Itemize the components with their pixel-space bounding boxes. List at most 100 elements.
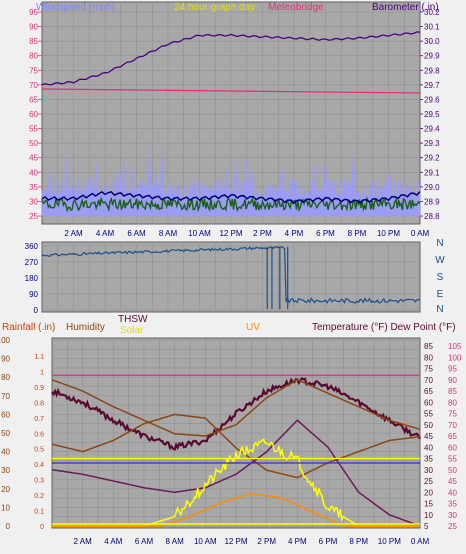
x-tick-label: 8 AM: [159, 229, 178, 238]
compass-tick: E: [437, 289, 444, 300]
degree-tick: 0: [34, 306, 39, 315]
temperature-tick: 65: [424, 387, 433, 396]
humidity-tick: 80: [1, 373, 10, 382]
rainfall-tick-labels: 0 0.1 0.2 0.3 0.4 0.5 0.6 0.7 0.8 0.9 1 1.1: [34, 354, 44, 531]
humidity-tick: 50: [1, 429, 10, 438]
x-tick-label: 10 AM: [188, 229, 211, 238]
dewpoint-tick: 60: [448, 443, 457, 452]
degree-tick: 270: [25, 258, 39, 267]
dewpoint-tick: 70: [448, 421, 457, 430]
temperature-label: Temperature (°F) Dew Point (°F): [312, 322, 456, 333]
thsw-line: [51, 419, 421, 527]
barometer-tick: 29.8: [424, 66, 440, 75]
x-tick-label: 4 AM: [96, 229, 115, 238]
dewpoint-tick: 75: [448, 410, 457, 419]
rainfall-tick: 0.3: [34, 478, 44, 485]
temperature-tick: 45: [424, 432, 433, 441]
windspeed-tick: 80: [29, 52, 38, 61]
wind-direction-grid: [42, 242, 420, 312]
temperature-tick: 80: [424, 353, 433, 362]
graph-title: 24 hour graph day: [174, 2, 255, 13]
rainfall-tick: 0.4: [34, 462, 44, 469]
humidity-tick: 30: [1, 466, 10, 475]
x-tick-label: 2 AM: [74, 537, 93, 546]
temperature-tick: 15: [424, 500, 433, 509]
humidity-tick: 90: [1, 355, 10, 364]
rainfall-tick: 0: [40, 524, 44, 531]
wind-direction-line: [41, 246, 421, 305]
temperature-tick: 50: [424, 421, 433, 430]
windspeed-tick: 30: [29, 197, 38, 206]
barometer-tick: 28.9: [424, 197, 440, 206]
barometer-tick: 30.0: [424, 37, 440, 46]
rainfall-tick: 0.6: [34, 431, 44, 438]
dewpoint-tick: 90: [448, 376, 457, 385]
barometer-tick: 28.8: [424, 212, 440, 221]
uv-label: UV: [246, 322, 260, 333]
rainfall-tick: 0.7: [34, 416, 44, 423]
barometer-tick: 29.7: [424, 81, 440, 90]
dewpoint-tick: 40: [448, 488, 457, 497]
humidity-tick: 40: [1, 448, 10, 457]
dewpoint-tick: 55: [448, 455, 457, 464]
rainfall-tick: 0.8: [34, 400, 44, 407]
rainfall-tick: 0.9: [34, 385, 44, 392]
temperature-tick: 10: [424, 511, 433, 520]
dew-point-line: [51, 378, 421, 437]
x-tick-label: 10 AM: [194, 537, 217, 546]
humidity-tick: 10: [1, 503, 10, 512]
temperature-tick: 25: [424, 477, 433, 486]
humidity-tick: 0: [6, 522, 11, 531]
humidity-label: Humidity: [66, 322, 105, 333]
temperature-tick: 40: [424, 443, 433, 452]
windspeed-tick: 90: [29, 23, 38, 32]
x-tick-label: 10 PM: [377, 229, 400, 238]
solar-label: Solar: [120, 325, 144, 336]
humidity-line: [51, 413, 421, 479]
dewpoint-tick: 45: [448, 477, 457, 486]
windspeed-tick: 75: [29, 66, 38, 75]
pink-reference-line: [41, 88, 421, 94]
rainfall-tick: 0.2: [34, 493, 44, 500]
dewpoint-tick: 35: [448, 500, 457, 509]
x-tick-label: 4 PM: [288, 537, 307, 546]
x-tick-label: 6 AM: [127, 229, 146, 238]
humidity-tick: 20: [1, 485, 10, 494]
x-tick-label: 2 PM: [253, 229, 272, 238]
dewpoint-tick: 50: [448, 466, 457, 475]
x-tick-label: 12 PM: [219, 229, 242, 238]
barometer-tick: 30.1: [424, 23, 440, 32]
wind-average-line: [41, 191, 421, 205]
windspeed-tick: 65: [29, 95, 38, 104]
temperature-line: [51, 376, 421, 451]
wind-barometer-series: [41, 31, 421, 217]
wind-direction-series: [41, 246, 421, 310]
windspeed-tick: 60: [29, 110, 38, 119]
compass-tick: N: [436, 304, 443, 315]
compass-tick: W: [435, 255, 445, 266]
dewpoint-tick: 30: [448, 511, 457, 520]
rainfall-tick: 1: [40, 369, 44, 376]
barometer-tick: 29.3: [424, 139, 440, 148]
temperature-tick: 55: [424, 410, 433, 419]
temperature-tick: 30: [424, 466, 433, 475]
barometer-tick: 29.0: [424, 183, 440, 192]
windspeed-tick: 85: [29, 37, 38, 46]
x-tick-label: 2 PM: [257, 537, 276, 546]
x-tick-label: 8 PM: [348, 229, 367, 238]
barometer-label: Barometer (.in): [372, 2, 439, 13]
temperature-tick: 35: [424, 455, 433, 464]
degree-tick: 360: [25, 242, 39, 251]
barometer-tick: 29.2: [424, 154, 440, 163]
wind-barometer-x-ticks: 2 AM 4 AM 6 AM 8 AM 10 AM 12 PM 2 PM 4 PM 6 PM 8 …: [64, 229, 429, 238]
windspeed-tick: 45: [29, 154, 38, 163]
windspeed-tick: 70: [29, 81, 38, 90]
temperature-tick: 20: [424, 488, 433, 497]
humidity-tick-labels: 0 10 20 30 40 50 60 70 80 90 100: [0, 336, 11, 531]
x-tick-label: 0 AM: [411, 229, 430, 238]
rainfall-tick: 0.5: [34, 447, 44, 454]
rainfall-label: Rainfall (.in): [2, 322, 55, 333]
dewpoint-tick: 100: [448, 353, 462, 362]
